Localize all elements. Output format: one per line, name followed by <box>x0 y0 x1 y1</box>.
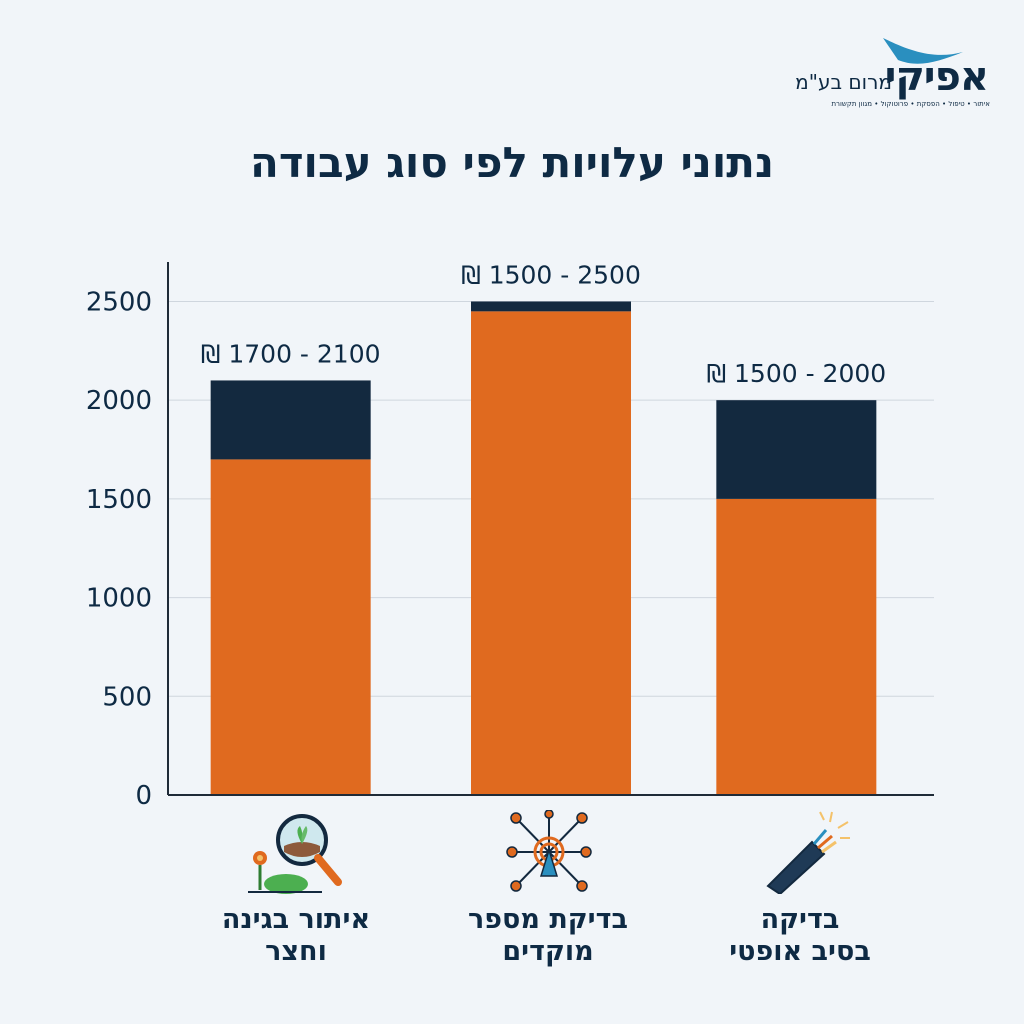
fiber-optic-cable-icon <box>766 811 850 894</box>
y-tick-label: 2000 <box>86 386 152 416</box>
bird-logo-icon <box>883 38 963 64</box>
y-tick-label: 2500 <box>86 287 152 317</box>
data-label: ₪ 1500 - 2500 <box>461 260 641 289</box>
y-tick-label: 0 <box>135 781 152 811</box>
y-tick-label: 1500 <box>86 485 152 515</box>
bar-segment-lower <box>716 498 877 795</box>
logo-name: אפיקי <box>884 54 989 100</box>
bar-segment-upper <box>210 380 371 460</box>
magnifier-garden-icon <box>248 814 342 894</box>
chart-title: נתוני עלויות לפי סוג עבודה <box>250 138 774 187</box>
logo-subtitle: מרום בע"מ <box>795 70 892 94</box>
network-antenna-icon <box>506 810 592 892</box>
logo-tagline: איתור • טיפול • הפסקת • פרוטוקול • מגוון… <box>831 100 990 108</box>
category-label-garden: איתור בגינה וחצר <box>221 904 371 968</box>
category-label-multi-point: בדיקת מספר מוקדים <box>468 904 628 968</box>
data-label: ₪ 1500 - 2000 <box>706 359 886 388</box>
company-logo: אפיקי מרום בע"מ איתור • טיפול • הפסקת • … <box>760 30 1000 120</box>
bar-segment-upper <box>716 400 877 499</box>
y-tick-label: 1000 <box>86 584 152 614</box>
category-label-fiber: בדיקה בסיב אופטי <box>729 904 871 968</box>
bar-segment-lower <box>471 311 631 795</box>
data-label: ₪ 1700 - 2100 <box>201 339 381 368</box>
bar-segment-upper <box>471 301 631 312</box>
y-tick-label: 500 <box>102 682 152 712</box>
bar-segment-lower <box>210 459 371 795</box>
